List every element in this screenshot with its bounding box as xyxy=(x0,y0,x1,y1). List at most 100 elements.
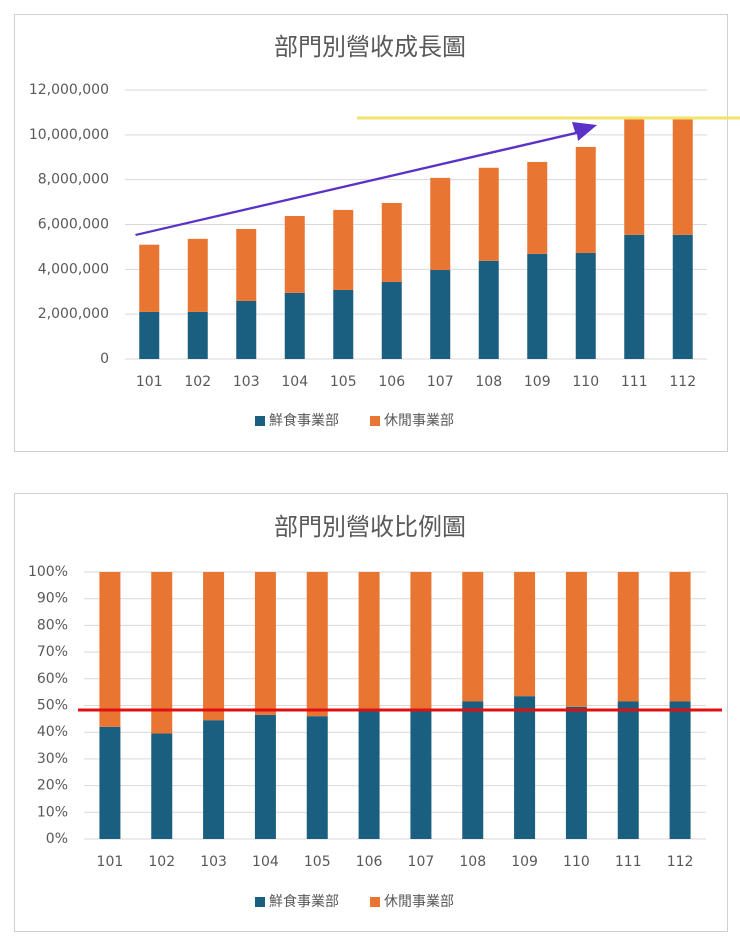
bar xyxy=(139,311,160,359)
bar xyxy=(527,253,548,359)
bar xyxy=(669,572,691,702)
legend-label: 鮮食事業部 xyxy=(269,893,339,910)
bar xyxy=(672,117,693,235)
bar xyxy=(624,234,645,359)
trend-arrow xyxy=(135,122,597,236)
y-tick-label: 30% xyxy=(37,751,68,767)
y-tick-label: 0% xyxy=(46,831,68,847)
bar xyxy=(462,572,484,702)
y-tick-label: 70% xyxy=(37,644,68,660)
bar xyxy=(358,572,380,711)
y-tick-label: 40% xyxy=(37,724,68,740)
x-tick-label: 112 xyxy=(669,374,696,390)
y-tick-label: 60% xyxy=(37,671,68,687)
x-tick-label: 107 xyxy=(427,374,454,390)
chart-title: 部門別營收成長圖 xyxy=(274,33,466,61)
bar xyxy=(624,117,645,235)
x-tick-label: 108 xyxy=(459,854,486,870)
x-tick-label: 110 xyxy=(563,854,590,870)
x-tick-label: 106 xyxy=(378,374,405,390)
legend-swatch xyxy=(370,416,380,426)
chart-title: 部門別營收比例圖 xyxy=(274,513,466,541)
bar xyxy=(575,252,596,359)
x-tick-label: 101 xyxy=(97,854,124,870)
y-tick-label: 4,000,000 xyxy=(38,261,109,277)
bar xyxy=(514,696,536,839)
bar xyxy=(187,238,208,312)
bar xyxy=(254,572,276,715)
bar xyxy=(462,701,484,839)
bar xyxy=(187,311,208,359)
x-tick-label: 112 xyxy=(667,854,694,870)
y-tick-label: 8,000,000 xyxy=(38,172,109,188)
chart-2: 部門別營收比例圖 0% 10% 20% 30% 40% 50% 60% 70% 80% 90% 100… xyxy=(28,513,706,910)
bar xyxy=(478,167,499,261)
x-tick-label: 104 xyxy=(252,854,279,870)
bar xyxy=(151,572,173,734)
y-tick-label: 20% xyxy=(37,778,68,794)
legend-label: 鮮食事業部 xyxy=(269,412,339,429)
bar xyxy=(333,289,354,359)
bar xyxy=(617,701,639,839)
bar xyxy=(358,710,380,839)
y-tick-label: 2,000,000 xyxy=(38,306,109,322)
bar xyxy=(203,572,225,721)
bar xyxy=(254,714,276,839)
bar xyxy=(617,572,639,702)
x-tick-label: 111 xyxy=(621,374,648,390)
bar xyxy=(565,706,587,839)
legend-swatch xyxy=(255,897,265,907)
y-tick-label: 12,000,000 xyxy=(29,82,109,98)
legend-swatch xyxy=(255,416,265,426)
x-tick-label: 110 xyxy=(572,374,599,390)
bar xyxy=(410,710,432,839)
bar xyxy=(284,292,305,359)
x-tick-label: 105 xyxy=(330,374,357,390)
bar xyxy=(151,733,173,839)
bar xyxy=(575,146,596,253)
bar xyxy=(478,260,499,359)
legend-label: 休閒事業部 xyxy=(384,894,454,910)
x-tick-label: 103 xyxy=(233,374,260,390)
x-tick-label: 101 xyxy=(136,374,163,390)
y-tick-label: 50% xyxy=(37,698,68,714)
chart-frame xyxy=(14,14,728,452)
bar xyxy=(669,701,691,839)
bar xyxy=(236,228,257,301)
bar xyxy=(99,572,121,727)
bar xyxy=(430,270,451,359)
legend-swatch xyxy=(370,897,380,907)
x-tick-label: 109 xyxy=(511,854,538,870)
bar xyxy=(672,234,693,359)
chart-1: 部門別營收成長圖 0 2,000,000 4,000,000 6,000,000 8,00… xyxy=(29,33,707,429)
legend-label: 休閒事業部 xyxy=(384,413,454,429)
bar xyxy=(236,300,257,359)
bar xyxy=(306,572,328,717)
x-tick-label: 108 xyxy=(475,374,502,390)
y-tick-label: 80% xyxy=(37,617,68,633)
x-tick-label: 102 xyxy=(148,854,175,870)
bar xyxy=(410,572,432,711)
x-tick-label: 109 xyxy=(524,374,551,390)
x-tick-label: 103 xyxy=(200,854,227,870)
bar xyxy=(306,716,328,839)
y-tick-label: 90% xyxy=(37,591,68,607)
bar xyxy=(430,177,451,271)
x-tick-label: 111 xyxy=(615,854,642,870)
bar xyxy=(333,209,354,290)
y-tick-label: 10,000,000 xyxy=(29,127,109,143)
bar xyxy=(139,244,160,312)
x-tick-label: 104 xyxy=(281,374,308,390)
x-tick-label: 107 xyxy=(408,854,435,870)
y-tick-label: 10% xyxy=(37,804,68,820)
y-tick-label: 0 xyxy=(100,351,109,367)
y-tick-label: 6,000,000 xyxy=(38,217,109,233)
bar xyxy=(565,572,587,707)
y-tick-label: 100% xyxy=(28,564,68,580)
bar xyxy=(527,161,548,254)
bar xyxy=(381,281,402,359)
x-tick-label: 105 xyxy=(304,854,331,870)
x-tick-label: 102 xyxy=(184,374,211,390)
